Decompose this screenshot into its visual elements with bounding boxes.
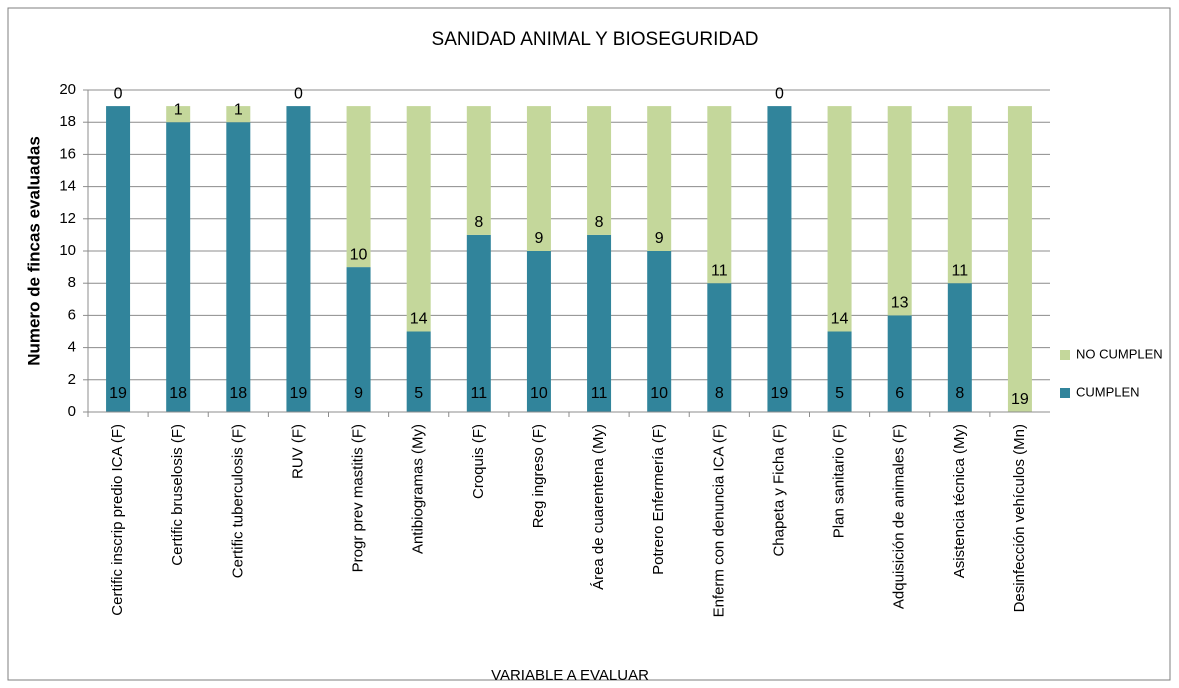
x-tick-label: Chapeta y Ficha (F): [770, 424, 787, 557]
value-label: 18: [169, 385, 187, 402]
value-label: 9: [534, 230, 543, 247]
value-label: 18: [229, 385, 247, 402]
value-label: 0: [114, 85, 123, 102]
y-tick-label: 8: [68, 274, 76, 291]
y-tick-label: 20: [59, 81, 76, 98]
value-label: 9: [655, 230, 664, 247]
bar-segment: [827, 106, 852, 332]
x-tick-label: Enferm con denuncia ICA (F): [710, 424, 727, 617]
x-tick-label: Reg ingreso (F): [530, 424, 547, 528]
bar-segment: [106, 106, 131, 412]
bar-segment: [406, 106, 431, 332]
chart-title: SANIDAD ANIMAL Y BIOSEGURIDAD: [432, 29, 759, 50]
value-label: 8: [474, 214, 483, 231]
bar-segment: [587, 106, 612, 235]
value-label: 9: [354, 385, 363, 402]
value-label: 10: [530, 385, 548, 402]
value-label: 5: [414, 385, 423, 402]
value-label: 0: [294, 85, 303, 102]
bar-segment: [166, 106, 191, 123]
value-label: 6: [895, 385, 904, 402]
value-label: 1: [174, 101, 183, 118]
value-label: 13: [891, 295, 909, 312]
bar-segment: [947, 106, 972, 284]
y-tick-label: 10: [59, 242, 76, 259]
x-tick-label: Asistencia técnica (My): [951, 424, 968, 578]
value-label: 19: [1011, 391, 1029, 408]
bar-segment: [827, 331, 852, 412]
y-tick-label: 4: [68, 339, 76, 356]
y-tick-label: 0: [68, 403, 76, 420]
y-tick-label: 6: [68, 306, 76, 323]
value-label: 8: [715, 385, 724, 402]
x-tick-label: Adquisición de animales (F): [891, 424, 908, 609]
value-label: 5: [835, 385, 844, 402]
y-tick-label: 18: [59, 113, 76, 130]
legend-swatch: [1060, 388, 1070, 398]
value-label: 14: [831, 311, 849, 328]
bar-segment: [647, 106, 672, 251]
legend-swatch: [1060, 350, 1070, 360]
bar-segment: [406, 331, 431, 412]
value-label: 19: [109, 385, 127, 402]
x-tick-label: Certific bruselosis (F): [169, 424, 186, 566]
x-tick-label: Croquis (F): [470, 424, 487, 499]
value-label: 0: [775, 85, 784, 102]
bar-segment: [526, 251, 551, 412]
x-axis-label: VARIABLE A EVALUAR: [491, 667, 649, 684]
x-tick-label: Progr prev mastitis (F): [350, 424, 367, 572]
bar-segment: [587, 234, 612, 412]
bar-segment: [1007, 106, 1032, 412]
value-label: 11: [952, 262, 969, 279]
value-label: 8: [955, 385, 964, 402]
x-tick-label: Certific inscrip predio ICA (F): [109, 424, 126, 616]
bar-segment: [226, 122, 251, 412]
bar-segment: [526, 106, 551, 251]
legend-label: CUMPLEN: [1076, 384, 1140, 399]
bar-segment: [947, 283, 972, 412]
bar-segment: [286, 106, 311, 412]
value-label: 11: [471, 385, 488, 402]
value-label: 19: [290, 385, 308, 402]
bar-segment: [707, 283, 732, 412]
y-tick-label: 14: [59, 178, 76, 195]
x-tick-label: Antibiogramas (My): [410, 424, 427, 554]
legend-label: NO CUMPLEN: [1076, 346, 1163, 361]
value-label: 10: [650, 385, 668, 402]
bar-segment: [346, 267, 371, 412]
value-label: 19: [771, 385, 789, 402]
bar-segment: [887, 106, 912, 316]
bar-segment: [226, 106, 251, 123]
value-label: 11: [591, 385, 608, 402]
value-label: 10: [350, 246, 368, 263]
value-label: 1: [234, 101, 243, 118]
y-tick-label: 12: [59, 210, 76, 227]
bar-segment: [466, 234, 491, 412]
x-tick-label: Potrero Enfermería (F): [650, 424, 667, 575]
value-label: 8: [595, 214, 604, 231]
bar-segment: [767, 106, 792, 412]
bar-segment: [166, 122, 191, 412]
bar-segment: [466, 106, 491, 235]
x-tick-label: Área de cuarentena (My): [590, 424, 607, 590]
bar-segment: [887, 315, 912, 412]
y-axis-label: Numero de fincas evaluadas: [24, 136, 43, 366]
value-label: 11: [711, 262, 728, 279]
bar-segment: [707, 106, 732, 284]
x-tick-label: Desinfección vehículos (Mn): [1011, 424, 1028, 612]
value-label: 14: [410, 311, 428, 328]
bar-segment: [346, 106, 371, 268]
y-tick-label: 16: [59, 145, 76, 162]
bar-segment: [647, 251, 672, 412]
y-tick-label: 2: [68, 371, 76, 388]
x-tick-label: Certific tuberculosis (F): [229, 424, 246, 578]
x-tick-label: RUV (F): [289, 424, 306, 479]
x-tick-label: Plan sanitario (F): [831, 424, 848, 538]
